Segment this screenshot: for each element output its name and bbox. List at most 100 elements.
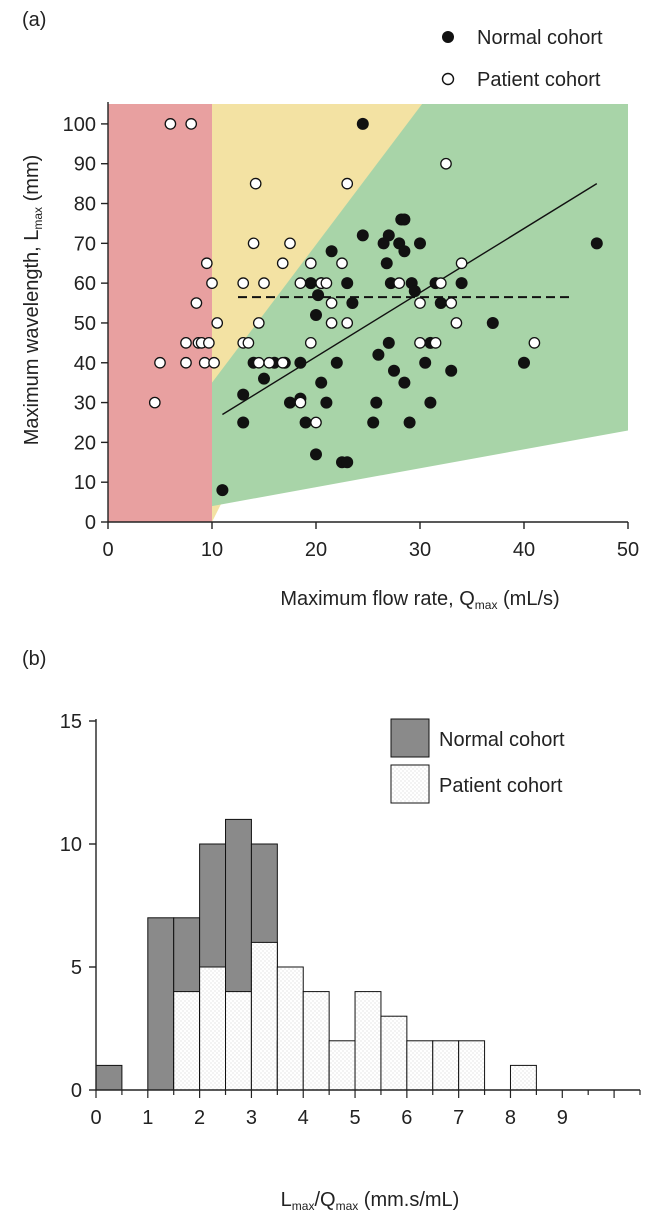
a-point-patient [203,337,215,349]
a-ylabel-main: Maximum wavelength, L [21,230,43,446]
a-x-tick-label: 10 [201,539,223,561]
a-point-normal [398,376,411,389]
a-point-normal [403,416,416,429]
a-point-patient [180,337,192,349]
a-point-normal [380,257,393,270]
panel-a-label: (a) [22,9,46,31]
a-point-patient [258,277,270,289]
b-bar-patient [380,1015,408,1091]
a-point-normal [384,277,397,290]
a-legend-normal-marker [442,31,454,43]
b-legend-patient-swatch [390,764,430,804]
a-legend: Normal cohort Patient cohort [441,27,603,91]
a-y-tick-label: 80 [74,194,96,216]
a-point-normal [315,376,328,389]
a-point-normal [424,396,437,409]
a-point-patient [252,317,265,329]
a-point-patient [294,277,307,289]
a-point-patient [429,337,442,349]
a-legend-patient-label: Patient cohort [477,69,601,91]
a-point-normal [382,229,395,242]
a-point-normal [398,245,411,258]
b-bar-patient [225,991,252,1091]
a-point-normal [346,297,359,310]
a-point-normal [388,364,400,377]
a-point-patient [528,337,541,349]
a-ylabel-sub: max [31,207,45,230]
b-x-tick-label: 3 [246,1107,257,1129]
a-point-patient [325,317,338,329]
a-point-patient [414,337,426,349]
a-point-normal [310,448,322,461]
a-point-patient [148,396,161,409]
a-point-normal [408,285,421,298]
a-point-patient [263,356,276,369]
a-point-normal [341,277,354,290]
a-point-normal [330,356,343,369]
b-bar-normal [95,1064,123,1091]
a-point-normal [216,484,229,497]
b-x-tick-label: 9 [557,1107,568,1129]
a-point-normal [310,308,322,321]
b-x-tick-label: 4 [298,1107,309,1129]
a-point-normal [434,297,447,310]
a-y-tick-label: 90 [74,154,96,176]
a-point-patient [414,297,426,309]
a-point-normal [455,277,468,290]
a-x-tick-label: 50 [617,539,639,561]
a-point-patient [249,177,262,190]
a-point-normal [445,364,458,377]
b-bar-patient [199,966,227,1091]
a-point-normal [414,237,426,250]
a-point-patient [455,257,468,270]
a-y-tick-label: 10 [74,472,96,494]
b-bars [95,818,537,1091]
b-y-tick-label: 10 [60,834,82,856]
a-point-normal [372,348,385,361]
a-xlabel-sub: max [475,598,498,612]
a-region-red [108,104,212,522]
b-xlabel-Q-sub: max [336,1199,359,1213]
a-x-tick-label: 20 [305,539,327,561]
a-point-normal [237,416,250,429]
b-y-tick-label: 15 [60,711,82,733]
b-bar-patient [302,991,330,1091]
a-point-patient [445,297,458,309]
a-point-patient [284,237,296,250]
a-ylabel-unit: (mm) [21,155,43,207]
a-point-normal [356,229,369,242]
b-legend: Normal cohort Patient cohort [390,718,565,804]
a-point-patient [450,317,463,329]
b-legend-normal-swatch [390,718,430,758]
a-y-tick-label: 60 [74,273,96,295]
a-point-normal [356,117,369,130]
a-point-normal [341,456,354,469]
b-x-tick-label: 0 [90,1107,101,1129]
a-point-patient [180,356,192,369]
a-point-normal [486,316,499,329]
a-point-normal [320,396,333,409]
a-point-normal [304,277,317,290]
a-point-patient [276,257,289,270]
b-bar-patient [328,1040,356,1091]
a-point-patient [164,118,177,130]
a-regions [108,104,628,522]
a-point-patient [304,257,317,270]
a-point-patient [208,356,220,369]
a-point-patient [440,157,452,170]
a-point-patient [252,356,265,369]
b-xlabel: Lmax/Qmax (mm.s/mL) [281,1189,460,1213]
a-x-tick-label: 40 [513,539,535,561]
a-point-patient [276,356,289,369]
b-x-tick-label: 2 [194,1107,205,1129]
a-point-normal [419,356,432,369]
panel-b: (b) 0 1 2 3 4 5 6 7 8 9 0 5 10 15 Normal cohort Patie… [22,648,641,1213]
a-point-patient [247,237,260,250]
a-point-normal [325,245,338,258]
b-bar-patient [276,966,304,1091]
b-xlabel-L-sub: max [292,1199,315,1213]
b-bar-patient [458,1040,486,1091]
panel-b-label: (b) [22,648,46,670]
b-y-tick-label: 5 [71,957,82,979]
